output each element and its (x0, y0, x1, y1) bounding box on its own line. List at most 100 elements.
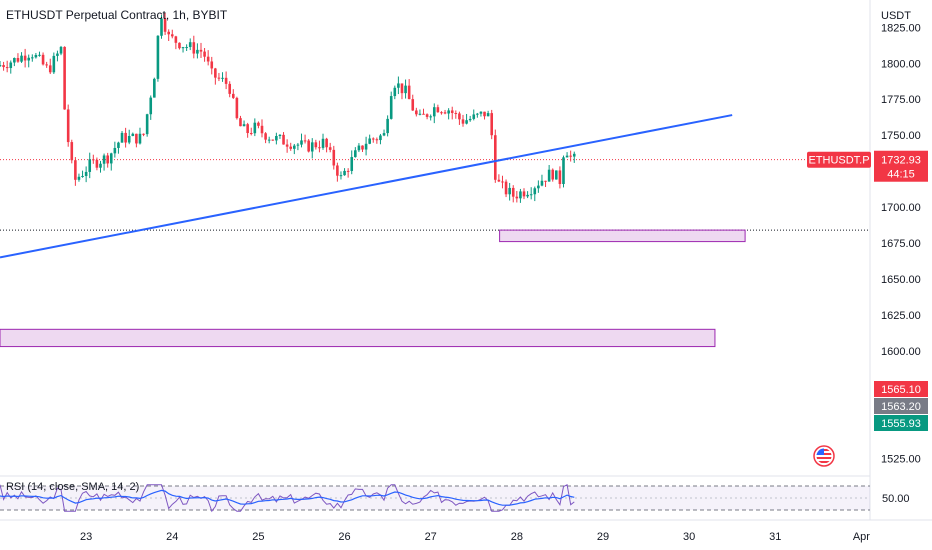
rsi-tick-label: 50.00 (882, 493, 910, 505)
candle-body (66, 109, 70, 143)
candle-body (486, 113, 490, 117)
candle-body (196, 49, 199, 54)
candle-body (450, 110, 454, 114)
candle-body (138, 133, 142, 144)
candle-body (34, 54, 38, 58)
candle-body (278, 134, 282, 137)
candle-body (497, 179, 501, 182)
y-tick-label: 1625.00 (881, 310, 921, 322)
candle-body (565, 155, 569, 158)
y-tick-label: 1825.00 (881, 22, 921, 34)
candle-body (117, 142, 120, 148)
candle-body (289, 146, 293, 149)
currency-label: USDT (881, 10, 911, 22)
candle-body (404, 85, 407, 94)
candle-body (346, 170, 350, 172)
x-tick-label: 26 (338, 531, 350, 543)
candle-body (156, 35, 160, 79)
candle-body (95, 159, 99, 168)
candle-body (397, 83, 400, 88)
candle-body (407, 85, 411, 100)
y-tick-label: 1600.00 (881, 346, 921, 358)
zone-rectangle[interactable] (0, 328, 716, 348)
candles[interactable] (0, 13, 576, 203)
y-axis[interactable]: 1825.00 1800.00 1775.00 1750.00 1700.00 1675.… (881, 22, 921, 465)
candle-body (131, 133, 135, 136)
candle-body (2, 65, 5, 68)
candle-body (415, 110, 418, 115)
candle-body (501, 181, 504, 183)
candle-body (493, 135, 497, 180)
candle-body (436, 107, 440, 113)
candle-body (41, 54, 45, 65)
candle-body (188, 42, 192, 48)
x-tick-label: 24 (166, 531, 178, 543)
candle-body (447, 110, 450, 114)
y-tick-label: 1675.00 (881, 238, 921, 250)
candle-body (9, 62, 13, 69)
price-badge-label: 1563.20 (881, 401, 921, 413)
candle-body (479, 111, 483, 114)
candle-body (228, 83, 232, 94)
candle-body (206, 56, 210, 62)
candle-body (526, 194, 529, 197)
rsi-pane[interactable]: RSI (14, close, SMA, 14, 2) 50.00 (0, 481, 910, 513)
price-badge-label: 1555.93 (881, 418, 921, 430)
candle-body (504, 181, 508, 195)
candle-body (185, 47, 188, 49)
candle-body (56, 53, 59, 56)
rsi-sma-line (0, 489, 575, 506)
candle-body (551, 169, 555, 180)
candle-body (515, 196, 519, 199)
candle-body (389, 96, 393, 119)
last-price-badge (874, 150, 928, 182)
candle-body (267, 139, 271, 141)
x-tick-label: Apr (853, 531, 870, 543)
candle-body (70, 142, 74, 161)
us-flag-icon[interactable] (813, 445, 835, 467)
candle-body (74, 160, 77, 180)
candle-body (357, 145, 361, 151)
candle-body (174, 36, 178, 43)
candle-body (13, 58, 16, 63)
candle-body (382, 133, 386, 136)
rsi-label: RSI (14, close, SMA, 14, 2) (6, 481, 139, 493)
candle-body (393, 87, 397, 97)
candle-body (27, 57, 31, 61)
candle-body (519, 191, 522, 199)
candle-body (99, 163, 102, 168)
countdown-label: 44:15 (887, 169, 915, 181)
candle-body (328, 147, 332, 150)
x-tick-label: 30 (683, 531, 695, 543)
candle-body (48, 65, 52, 73)
candle-body (332, 149, 336, 166)
candle-body (5, 67, 9, 69)
x-tick-label: 28 (511, 531, 523, 543)
candle-body (120, 132, 124, 143)
candle-body (379, 135, 382, 141)
trendline[interactable] (0, 114, 733, 259)
price-badge (874, 381, 928, 397)
candle-body (336, 165, 339, 176)
candle-body (242, 124, 246, 127)
candle-body (20, 55, 23, 62)
zone-rectangle[interactable] (499, 229, 746, 243)
candle-body (454, 113, 458, 115)
chart-title: ETHUSDT Perpetual Contract, 1h, BYBIT (6, 8, 228, 22)
candle-body (400, 83, 404, 94)
candle-body (443, 112, 447, 114)
candle-body (411, 99, 415, 111)
candle-body (300, 140, 303, 145)
x-axis[interactable]: 23 24 25 26 27 28 29 30 31 Apr (80, 531, 870, 543)
candle-body (167, 31, 170, 35)
candle-body (109, 153, 113, 164)
candle-body (52, 55, 56, 73)
candle-body (529, 194, 533, 196)
candle-body (257, 122, 260, 126)
symbol-tag[interactable] (807, 151, 871, 168)
candle-body (490, 113, 494, 136)
candle-body (160, 18, 163, 36)
symbol-tag-label: ETHUSDT.P (808, 155, 869, 167)
candle-body (325, 138, 328, 148)
candle-body (38, 54, 41, 56)
